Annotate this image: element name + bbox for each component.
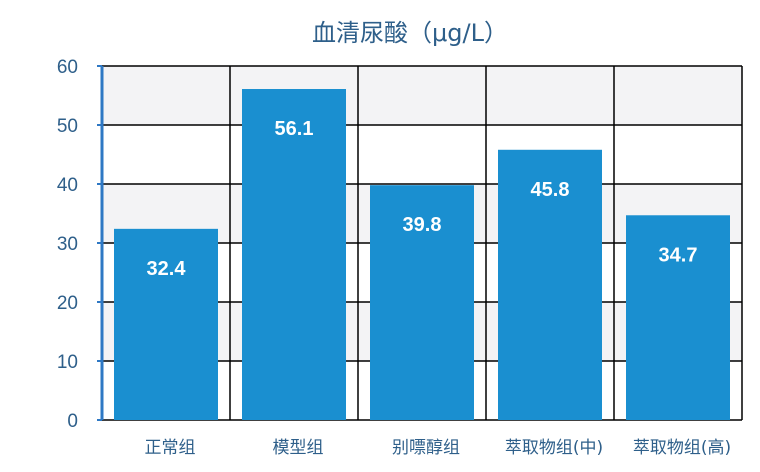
- x-tick-label: 萃取物组(高): [633, 438, 731, 458]
- bar: [114, 228, 218, 420]
- y-tick-label: 50: [57, 116, 78, 137]
- grid-band: [102, 66, 742, 125]
- y-tick-label: 60: [57, 57, 78, 78]
- x-tick-label: 模型组: [273, 438, 324, 458]
- bar: [626, 215, 730, 420]
- y-tick-label: 30: [57, 234, 78, 255]
- bar: [370, 185, 474, 420]
- data-label: 34.7: [659, 244, 698, 266]
- bar: [498, 149, 602, 420]
- x-tick-label: 正常组: [145, 438, 196, 458]
- plot-area: 0 10 20 30 40 50 60 32.4 正常组 56.1 模型组 39.8 别嘌醇组 45.8 萃…: [57, 57, 743, 458]
- y-tick-label: 10: [57, 352, 78, 373]
- x-tick-label: 别嘌醇组: [392, 438, 460, 458]
- data-label: 39.8: [403, 214, 442, 236]
- data-label: 45.8: [531, 179, 570, 201]
- x-tick-label: 萃取物组(中): [505, 438, 603, 458]
- chart-title: 血清尿酸（μg/L）: [312, 19, 508, 47]
- y-tick-label: 0: [67, 411, 78, 432]
- data-label: 32.4: [147, 258, 187, 280]
- y-tick-label: 40: [57, 175, 78, 196]
- data-label: 56.1: [275, 118, 314, 140]
- y-tick-label: 20: [57, 293, 78, 314]
- bar: [242, 89, 346, 420]
